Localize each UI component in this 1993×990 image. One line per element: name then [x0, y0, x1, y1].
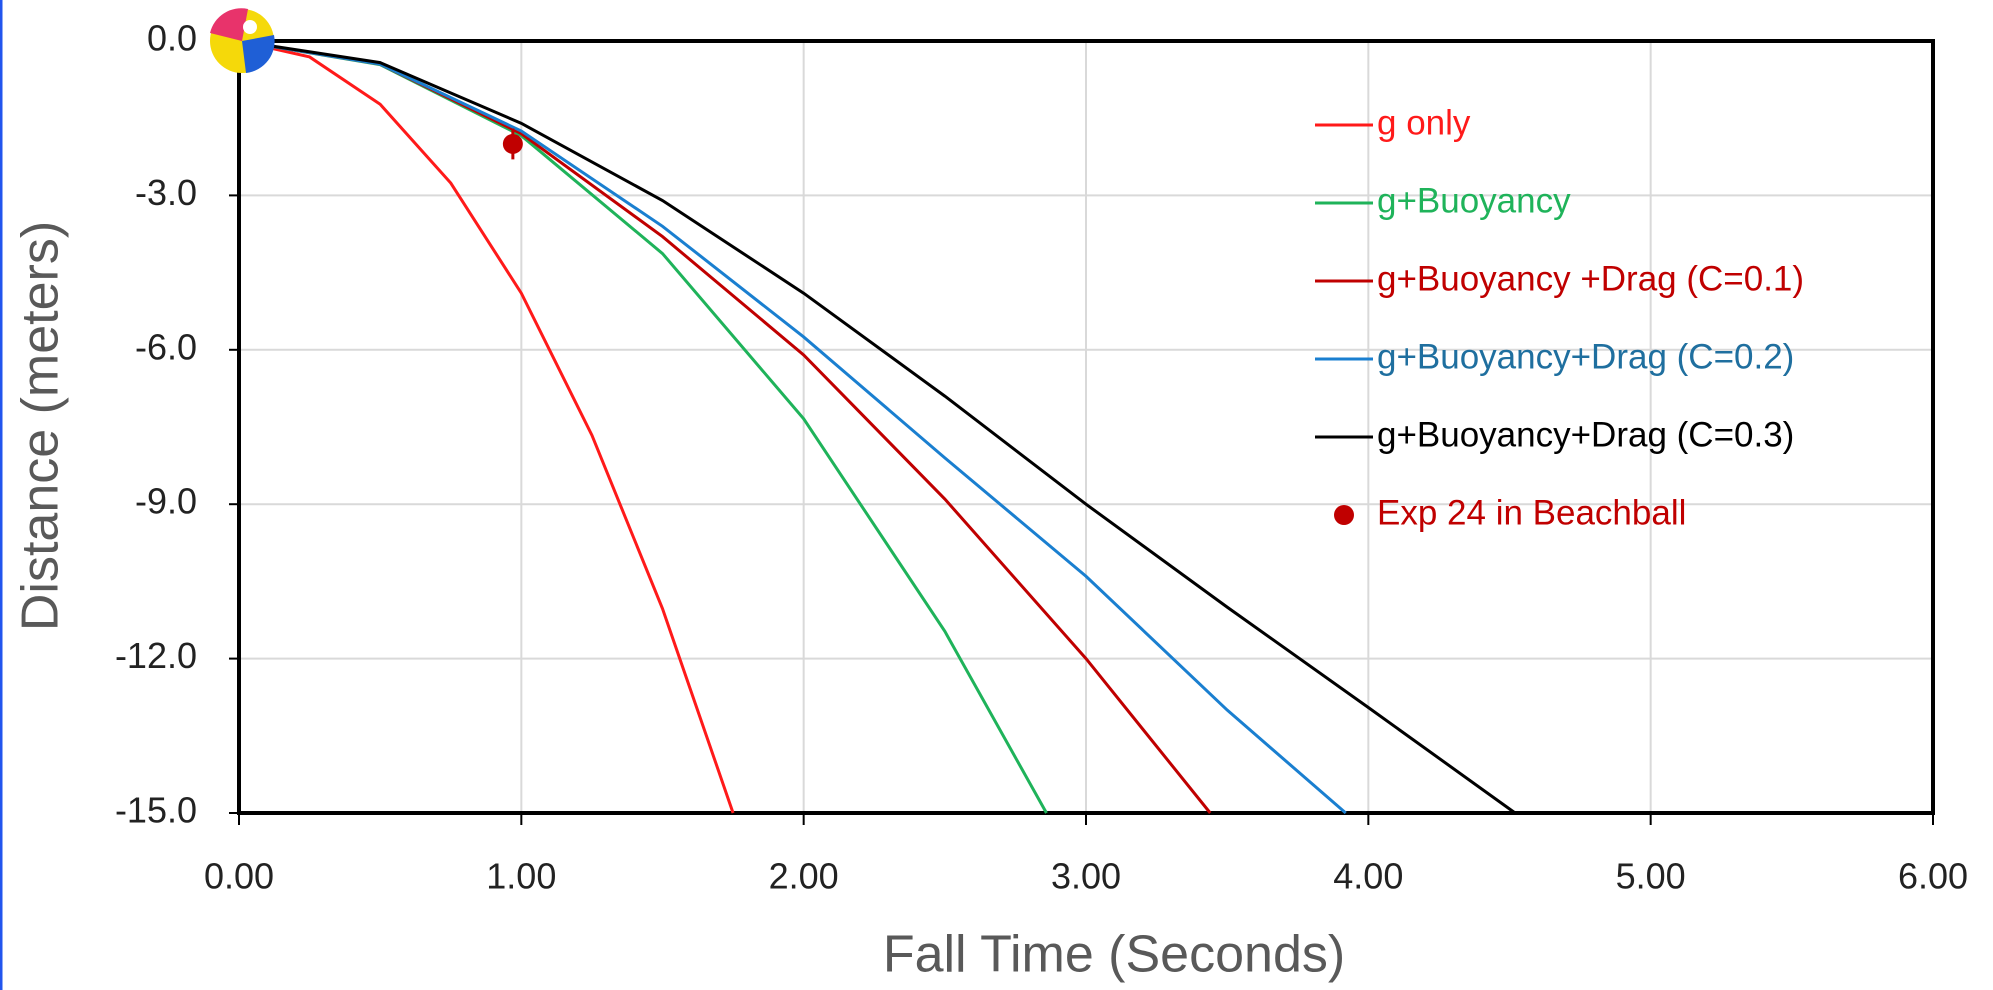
legend-label: g+Buoyancy +Drag (C=0.1) — [1377, 259, 1804, 298]
y-tick-label: -6.0 — [135, 326, 197, 367]
x-tick-label: 0.00 — [204, 856, 274, 897]
y-tick-label: -15.0 — [115, 790, 197, 831]
y-tick-label: 0.0 — [147, 18, 197, 59]
x-tick-label: 1.00 — [486, 856, 556, 897]
series-line — [238, 39, 1517, 815]
legend-label: g+Buoyancy — [1377, 181, 1571, 220]
x-tick-label: 5.00 — [1616, 856, 1686, 897]
y-tick-label: -9.0 — [135, 481, 197, 522]
series-line — [238, 39, 735, 814]
plot-frame — [237, 39, 1935, 815]
beachball-cap — [243, 20, 257, 34]
legend-label: g+Buoyancy+Drag (C=0.2) — [1377, 337, 1794, 376]
x-tick-label: 2.00 — [769, 856, 839, 897]
y-axis-title: Distance (meters) — [12, 221, 70, 631]
series-line — [238, 39, 1048, 814]
x-axis-title: Fall Time (Seconds) — [883, 926, 1345, 984]
beachball-stripe — [242, 35, 275, 73]
x-tick-label: 3.00 — [1051, 856, 1121, 897]
legend-label: g+Buoyancy+Drag (C=0.3) — [1377, 415, 1794, 454]
beachball-icon — [210, 8, 275, 73]
data-point — [502, 133, 523, 154]
legend-label: Exp 24 in Beachball — [1377, 493, 1686, 532]
beachball-stripe — [210, 8, 248, 42]
y-tick-label: -12.0 — [115, 635, 197, 676]
legend-swatch — [1334, 505, 1354, 525]
legend-label: g only — [1377, 103, 1471, 142]
x-tick-label: 6.00 — [1898, 856, 1968, 897]
series-line — [238, 39, 1347, 815]
x-tick-label: 4.00 — [1333, 856, 1403, 897]
y-tick-label: -3.0 — [135, 172, 197, 213]
series-line — [238, 39, 1212, 814]
